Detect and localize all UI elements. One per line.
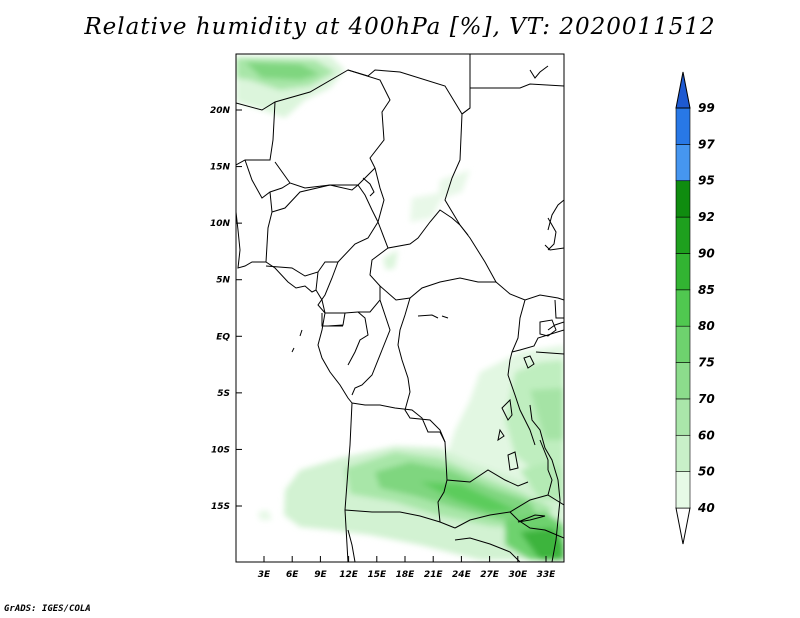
lon-tick-label: 6E [286,570,299,580]
colorbar-bin [675,216,691,254]
colorbar: 40 50 60 70 75 80 85 90 92 95 97 99 [675,71,715,545]
colorbar-bin [675,434,691,472]
colorbar-label: 60 [698,428,715,442]
colorbar-bin [675,107,691,145]
lat-tick-label: 5N [216,276,230,286]
latitude-axis: 20N 15N 10N 5N EQ 5S 10S 15S [210,106,242,512]
colorbar-label: 75 [698,356,715,370]
colorbar-bin [675,289,691,327]
lon-tick-label: 27E [480,570,500,580]
colorbar-label: 80 [698,319,715,333]
colorbar-label: 85 [698,283,715,297]
lon-tick-label: 30E [508,570,528,580]
lat-tick-label: 5S [217,389,230,399]
colorbar-bin [675,253,691,291]
lat-tick-label: EQ [216,332,230,342]
credit-label: GrADS: IGES/COLA [4,604,91,614]
lon-tick-label: 24E [452,570,472,580]
lat-tick-label: 15N [210,163,231,173]
colorbar-lower-extension [675,507,691,545]
colorbar-bin [675,180,691,218]
lon-tick-label: 18E [396,570,416,580]
colorbar-label: 40 [697,501,715,515]
lon-tick-label: 21E [424,570,444,580]
lon-tick-label: 9E [314,570,327,580]
colorbar-bin [675,398,691,436]
lat-tick-label: 10S [211,445,230,455]
lat-tick-label: 15S [211,502,230,512]
map-title: Relative humidity at 400hPa [%], VT: 202… [84,14,716,40]
colorbar-bin [675,325,691,363]
colorbar-label: 90 [698,246,715,260]
colorbar-label: 99 [698,101,715,115]
country-borders [236,54,564,562]
colorbar-bin [675,471,691,509]
colorbar-bin [675,362,691,400]
lon-tick-label: 33E [537,570,557,580]
colorbar-label: 50 [698,465,715,479]
lat-tick-label: 10N [210,219,231,229]
colorbar-label: 92 [698,210,715,224]
longitude-axis: 3E 6E 9E 12E 15E 18E 21E 24E 27E 30E 33E [258,556,556,580]
colorbar-label: 95 [698,174,715,188]
lon-tick-label: 3E [258,570,271,580]
colorbar-label: 97 [698,137,715,151]
humidity-shading [236,56,564,560]
colorbar-upper-extension [675,71,691,109]
colorbar-label: 70 [698,392,715,406]
lat-tick-label: 20N [210,106,231,116]
lon-tick-label: 15E [367,570,387,580]
colorbar-bin [675,144,691,182]
map-frame [235,53,565,563]
lon-tick-label: 12E [339,570,359,580]
coastline [236,65,561,562]
